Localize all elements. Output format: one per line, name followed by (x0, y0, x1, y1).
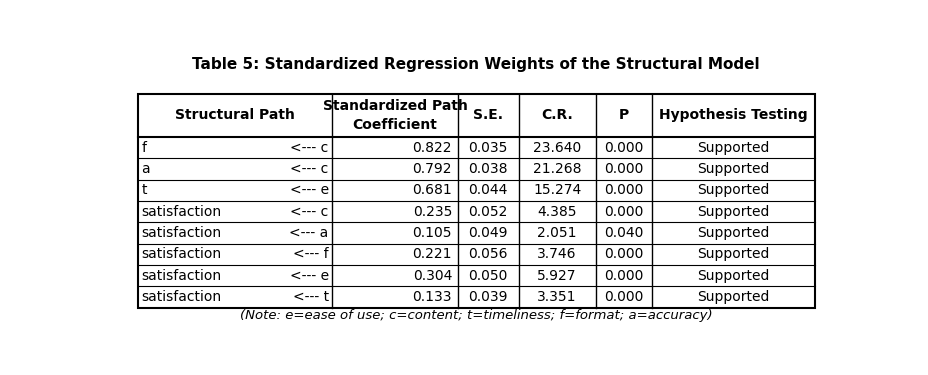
Text: 0.000: 0.000 (604, 162, 643, 176)
Text: Supported: Supported (697, 141, 768, 154)
Text: <--- e: <--- e (290, 183, 329, 197)
Text: Supported: Supported (697, 248, 768, 261)
Text: 0.000: 0.000 (604, 248, 643, 261)
Text: 5.927: 5.927 (536, 269, 576, 283)
Text: 4.385: 4.385 (536, 205, 576, 219)
Text: Supported: Supported (697, 290, 768, 304)
Text: Supported: Supported (697, 205, 768, 219)
Text: 21.268: 21.268 (533, 162, 581, 176)
Text: satisfaction: satisfaction (141, 290, 221, 304)
Text: f: f (141, 141, 147, 154)
Text: 0.133: 0.133 (412, 290, 452, 304)
Text: <--- t: <--- t (292, 290, 329, 304)
Text: C.R.: C.R. (541, 108, 573, 123)
Text: 0.000: 0.000 (604, 205, 643, 219)
Text: 0.105: 0.105 (412, 226, 452, 240)
Text: Supported: Supported (697, 183, 768, 197)
Text: satisfaction: satisfaction (141, 269, 221, 283)
Text: 0.681: 0.681 (412, 183, 452, 197)
Text: 0.056: 0.056 (468, 248, 508, 261)
Text: Hypothesis Testing: Hypothesis Testing (659, 108, 806, 123)
Text: 0.044: 0.044 (468, 183, 508, 197)
Text: Table 5: Standardized Regression Weights of the Structural Model: Table 5: Standardized Regression Weights… (192, 57, 759, 72)
Text: 0.000: 0.000 (604, 183, 643, 197)
Text: S.E.: S.E. (472, 108, 503, 123)
Text: 0.221: 0.221 (412, 248, 452, 261)
Text: a: a (141, 162, 149, 176)
Text: <--- c: <--- c (290, 205, 329, 219)
Text: 0.304: 0.304 (412, 269, 452, 283)
Text: <--- a: <--- a (290, 226, 329, 240)
Text: 0.000: 0.000 (604, 141, 643, 154)
Text: Structural Path: Structural Path (174, 108, 294, 123)
Text: P: P (618, 108, 628, 123)
Text: 2.051: 2.051 (536, 226, 576, 240)
Text: 0.000: 0.000 (604, 269, 643, 283)
Text: satisfaction: satisfaction (141, 205, 221, 219)
Text: Standardized Path
Coefficient: Standardized Path Coefficient (322, 99, 467, 132)
Text: Supported: Supported (697, 162, 768, 176)
Text: satisfaction: satisfaction (141, 226, 221, 240)
Text: 0.792: 0.792 (412, 162, 452, 176)
Text: (Note: e=ease of use; c=content; t=timeliness; f=format; a=accuracy): (Note: e=ease of use; c=content; t=timel… (239, 309, 712, 322)
Text: 15.274: 15.274 (533, 183, 581, 197)
Text: 0.039: 0.039 (468, 290, 508, 304)
Text: 23.640: 23.640 (533, 141, 581, 154)
Text: 0.050: 0.050 (468, 269, 508, 283)
Text: <--- c: <--- c (290, 141, 329, 154)
Text: <--- c: <--- c (290, 162, 329, 176)
Text: 0.038: 0.038 (468, 162, 508, 176)
Text: 0.040: 0.040 (604, 226, 643, 240)
Text: t: t (141, 183, 147, 197)
Text: 3.746: 3.746 (536, 248, 576, 261)
Text: 0.035: 0.035 (468, 141, 508, 154)
Text: <--- e: <--- e (290, 269, 329, 283)
Text: 0.235: 0.235 (412, 205, 452, 219)
Text: <--- f: <--- f (292, 248, 329, 261)
Text: Supported: Supported (697, 269, 768, 283)
Text: 0.052: 0.052 (468, 205, 508, 219)
Text: 0.049: 0.049 (468, 226, 508, 240)
Text: 3.351: 3.351 (536, 290, 576, 304)
Text: 0.822: 0.822 (412, 141, 452, 154)
Text: 0.000: 0.000 (604, 290, 643, 304)
Text: Supported: Supported (697, 226, 768, 240)
Text: satisfaction: satisfaction (141, 248, 221, 261)
